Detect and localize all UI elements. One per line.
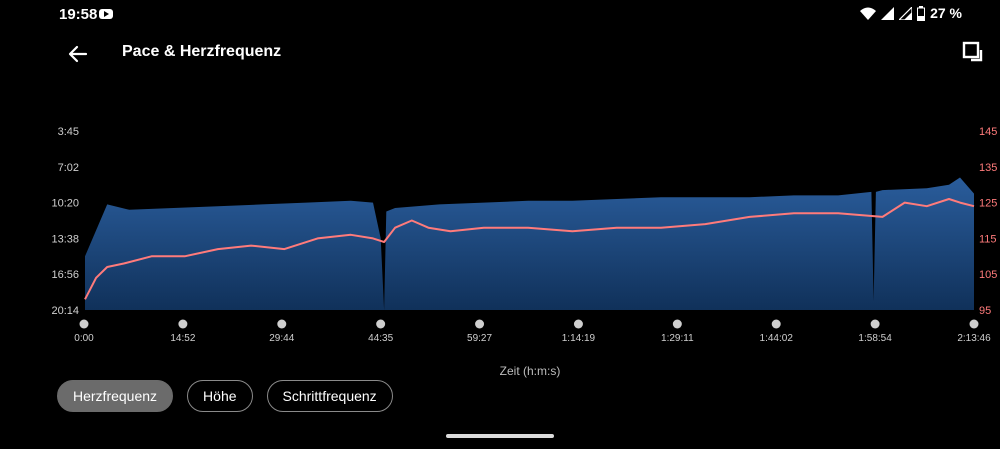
- x-tick-label: 2:13:46: [957, 333, 991, 344]
- signal-icon: [881, 6, 895, 20]
- x-tick-marker[interactable]: [870, 319, 880, 329]
- page-title: Pace & Herzfrequenz: [122, 43, 282, 60]
- chip-schrittfrequenz[interactable]: Schrittfrequenz: [266, 380, 393, 412]
- left-y-tick-label: 16:56: [51, 269, 79, 281]
- battery-icon: [917, 5, 926, 21]
- status-bar: 19:58 27 %: [0, 0, 1000, 30]
- heart-rate-line-group: [84, 198, 975, 300]
- left-y-tick-label: 20:14: [51, 305, 79, 317]
- right-y-tick-label: 145: [979, 126, 997, 138]
- app-header: Pace & Herzfrequenz: [0, 30, 1000, 76]
- x-tick-label: 14:52: [170, 333, 195, 344]
- metric-chips: Herzfrequenz Höhe Schrittfrequenz: [57, 380, 393, 412]
- chip-hoehe[interactable]: Höhe: [187, 380, 253, 412]
- status-icons: 27 %: [860, 5, 962, 21]
- x-tick-label: 59:27: [467, 333, 492, 344]
- back-button[interactable]: [62, 38, 94, 70]
- battery-percentage: 27 %: [930, 5, 962, 21]
- right-y-axis: 145 135 125 115 105 95: [979, 126, 997, 317]
- home-indicator[interactable]: [446, 434, 554, 438]
- chip-herzfrequenz[interactable]: Herzfrequenz: [57, 380, 174, 412]
- heart-rate-line: [84, 198, 975, 300]
- left-y-tick-label: 10:20: [51, 198, 79, 210]
- left-y-tick-label: 7:02: [58, 162, 79, 174]
- right-y-tick-label: 125: [979, 198, 997, 210]
- right-y-tick-label: 95: [979, 305, 991, 317]
- x-tick-marker[interactable]: [178, 319, 188, 329]
- youtube-icon: [99, 9, 113, 19]
- wifi-icon: [860, 7, 877, 20]
- x-tick-marker[interactable]: [79, 319, 89, 329]
- x-tick-marker[interactable]: [475, 319, 485, 329]
- expand-button[interactable]: [961, 40, 989, 68]
- x-tick-label: 1:44:02: [760, 333, 794, 344]
- x-tick-label: 1:58:54: [858, 333, 892, 344]
- x-tick-marker[interactable]: [771, 319, 781, 329]
- expand-icon: [962, 41, 983, 62]
- x-tick-label: 1:29:11: [661, 333, 694, 344]
- x-tick-label: 1:14:19: [562, 333, 596, 344]
- arrow-left-icon: [68, 45, 88, 63]
- left-y-axis: 3:45 7:02 10:20 13:38 16:56 20:14: [51, 126, 79, 317]
- x-tick-label: 29:44: [269, 333, 294, 344]
- x-axis-title: Zeit (h:m:s): [499, 364, 561, 378]
- left-y-tick-label: 3:45: [58, 126, 79, 138]
- right-y-tick-label: 105: [979, 269, 997, 281]
- left-y-tick-label: 13:38: [51, 233, 79, 245]
- x-tick-marker[interactable]: [969, 319, 979, 329]
- x-tick-marker[interactable]: [277, 319, 287, 329]
- x-tick-label: 44:35: [368, 333, 393, 344]
- pace-heart-rate-chart[interactable]: 3:45 7:02 10:20 13:38 16:56 20:14 145 135 125 11…: [0, 100, 1000, 360]
- x-tick-marker[interactable]: [672, 319, 682, 329]
- right-y-tick-label: 115: [979, 233, 997, 245]
- pace-area-group: [85, 177, 974, 310]
- right-y-tick-label: 135: [979, 162, 997, 174]
- x-tick-marker[interactable]: [376, 319, 386, 329]
- pace-area: [85, 177, 974, 310]
- status-time: 19:58: [59, 6, 98, 23]
- x-tick-label: 0:00: [74, 333, 94, 344]
- x-tick-marker[interactable]: [573, 319, 583, 329]
- x-axis: 0:00 14:52 29:44 44:35 59:27 1:14:19 1:29:11 1:…: [74, 319, 991, 344]
- signal-icon: [899, 6, 913, 20]
